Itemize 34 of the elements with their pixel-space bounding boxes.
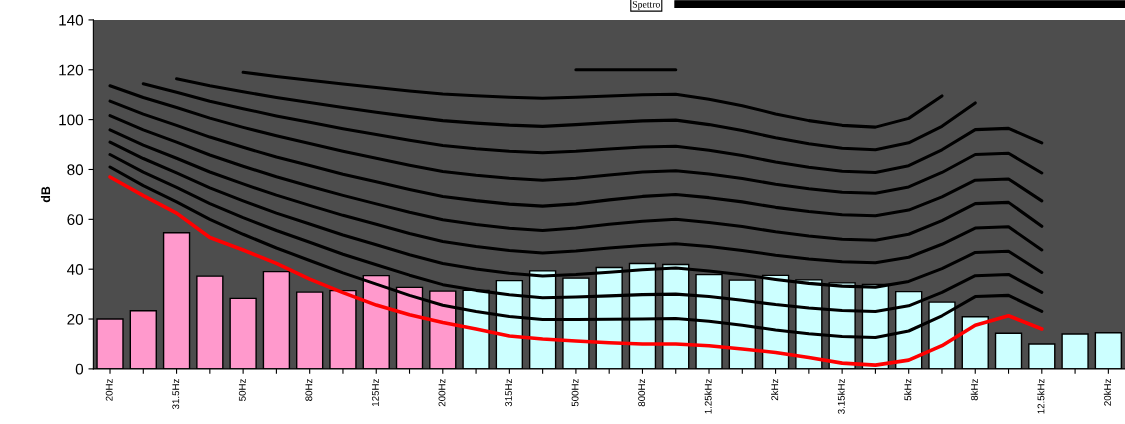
line-series <box>241 70 944 129</box>
x-tick-label: 5kHz <box>904 379 912 401</box>
y-tick-label: 140 <box>59 14 84 26</box>
y-tick-label: 100 <box>59 114 84 126</box>
x-tick-label: 800Hz <box>638 379 646 407</box>
y-tick-label: 80 <box>67 164 84 176</box>
x-tick-label: 8kHz <box>970 379 978 401</box>
x-tick-label: 3.15kHz <box>837 379 845 414</box>
y-axis-title: dB <box>40 186 51 203</box>
text: Spettro <box>632 1 660 10</box>
line-series <box>108 99 1044 218</box>
line-series <box>108 128 1044 265</box>
line-series <box>108 175 1044 367</box>
y-tick-label: 40 <box>67 264 84 275</box>
x-tick-label: 500Hz <box>571 379 579 407</box>
line-series <box>141 82 1044 174</box>
x-tick-label: 2kHz <box>771 379 779 401</box>
x-tick-label: 31.5Hz <box>172 379 180 410</box>
y-tick-label: 0 <box>75 363 84 375</box>
x-tick-label: 20Hz <box>105 379 113 401</box>
x-tick-label: 12.5kHz <box>1037 379 1045 414</box>
y-tick-label: 60 <box>67 214 84 226</box>
y-tick-label: 20 <box>67 313 84 325</box>
x-tick-label: 20kHz <box>1103 379 1111 406</box>
x-tick-label: 1.25kHz <box>704 379 712 414</box>
line-series <box>108 84 1044 195</box>
x-tick-label: 80Hz <box>305 379 313 401</box>
x-tick-label: 315Hz <box>505 379 512 407</box>
line-series <box>108 114 1044 242</box>
x-tick-label: 200Hz <box>438 379 446 407</box>
y-tick-label: 120 <box>59 64 84 76</box>
x-tick-label: 125Hz <box>371 379 379 406</box>
x-tick-label: 50Hz <box>238 379 246 401</box>
line-series <box>175 77 977 152</box>
